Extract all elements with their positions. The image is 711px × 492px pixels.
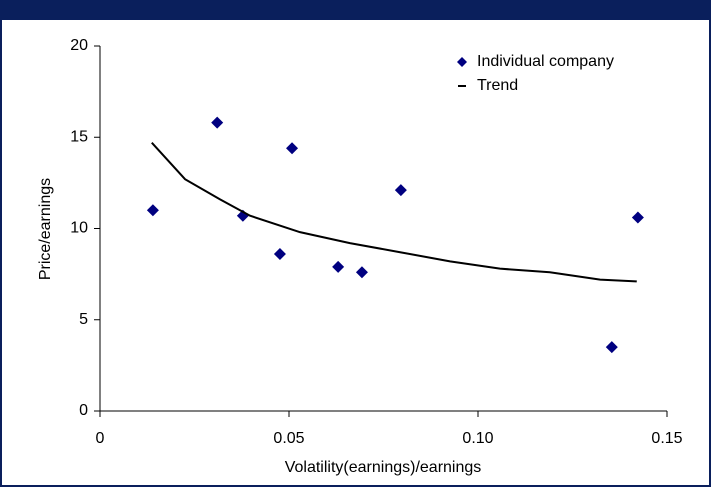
y-tick-label: 0 (79, 402, 88, 419)
y-tick-label: 5 (79, 311, 88, 328)
x-axis-label: Volatility(earnings)/earnings (285, 459, 482, 476)
y-tick-label: 15 (70, 128, 88, 145)
y-axis-label: Price/earnings (37, 178, 54, 280)
y-tick-label: 10 (70, 220, 88, 237)
x-tick-label: 0 (96, 430, 105, 447)
x-tick-label: 0.05 (273, 430, 304, 447)
x-tick-label: 0.10 (462, 430, 493, 447)
data-point (631, 211, 644, 224)
data-point (332, 260, 345, 273)
data-point (273, 248, 286, 261)
legend-marker (457, 57, 467, 67)
legend-label: Individual company (477, 53, 614, 70)
y-tick-label: 20 (70, 37, 88, 54)
data-point (146, 204, 159, 217)
data-point (355, 266, 368, 279)
data-point (286, 142, 299, 155)
title-banner (0, 0, 711, 20)
x-tick-label: 0.15 (651, 430, 682, 447)
legend-label: Trend (477, 77, 518, 94)
trend-line (151, 142, 637, 283)
data-point (211, 116, 224, 129)
data-point (394, 184, 407, 197)
data-point (605, 341, 618, 354)
